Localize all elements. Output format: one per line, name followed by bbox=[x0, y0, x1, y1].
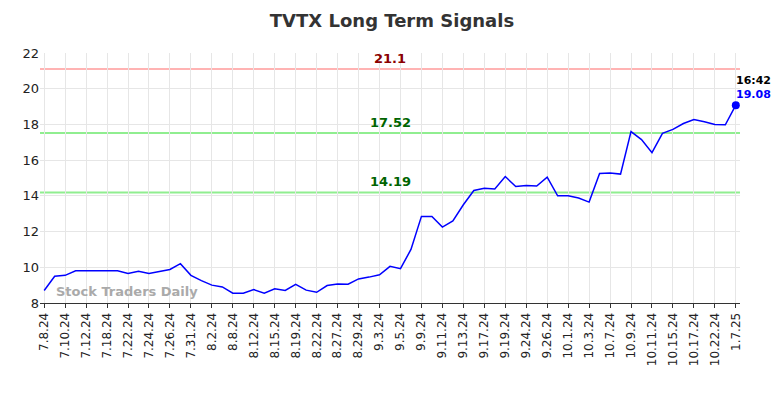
svg-text:9.11.24: 9.11.24 bbox=[435, 313, 449, 359]
svg-text:10.15.24: 10.15.24 bbox=[666, 313, 680, 366]
svg-text:9.3.24: 9.3.24 bbox=[372, 313, 386, 351]
svg-text:8: 8 bbox=[31, 296, 39, 311]
svg-text:10.7.24: 10.7.24 bbox=[603, 313, 617, 359]
svg-text:17.52: 17.52 bbox=[370, 115, 411, 130]
svg-text:10.22.24: 10.22.24 bbox=[708, 313, 722, 366]
svg-text:Stock Traders Daily: Stock Traders Daily bbox=[56, 284, 198, 299]
svg-text:16: 16 bbox=[22, 153, 39, 168]
svg-text:8.19.24: 8.19.24 bbox=[289, 313, 303, 359]
svg-text:9.9.24: 9.9.24 bbox=[414, 313, 428, 351]
svg-text:16:42: 16:42 bbox=[736, 74, 771, 87]
svg-text:18: 18 bbox=[22, 117, 39, 132]
svg-text:22: 22 bbox=[22, 46, 39, 61]
svg-text:14.19: 14.19 bbox=[370, 174, 411, 189]
svg-text:9.13.24: 9.13.24 bbox=[456, 313, 470, 359]
svg-text:10.1.24: 10.1.24 bbox=[561, 313, 575, 359]
svg-text:8.22.24: 8.22.24 bbox=[310, 313, 324, 359]
svg-text:8.15.24: 8.15.24 bbox=[268, 313, 282, 359]
svg-text:9.26.24: 9.26.24 bbox=[540, 313, 554, 359]
svg-text:8.27.24: 8.27.24 bbox=[331, 313, 345, 359]
svg-text:10.3.24: 10.3.24 bbox=[582, 313, 596, 359]
svg-text:9.17.24: 9.17.24 bbox=[477, 313, 491, 359]
svg-text:10: 10 bbox=[22, 260, 39, 275]
svg-text:7.12.24: 7.12.24 bbox=[79, 313, 93, 359]
svg-text:7.24.24: 7.24.24 bbox=[142, 313, 156, 359]
svg-text:14: 14 bbox=[22, 188, 39, 203]
svg-text:10.17.24: 10.17.24 bbox=[687, 313, 701, 366]
svg-text:10.11.24: 10.11.24 bbox=[645, 313, 659, 366]
svg-text:9.24.24: 9.24.24 bbox=[519, 313, 533, 359]
svg-text:7.10.24: 7.10.24 bbox=[58, 313, 72, 359]
svg-text:7.26.24: 7.26.24 bbox=[163, 313, 177, 359]
svg-text:1.7.25: 1.7.25 bbox=[729, 313, 743, 351]
svg-text:7.31.24: 7.31.24 bbox=[184, 313, 198, 359]
svg-text:TVTX Long Term Signals: TVTX Long Term Signals bbox=[270, 10, 514, 31]
svg-text:12: 12 bbox=[22, 224, 39, 239]
svg-text:9.19.24: 9.19.24 bbox=[498, 313, 512, 359]
svg-text:7.8.24: 7.8.24 bbox=[37, 313, 51, 351]
svg-text:8.29.24: 8.29.24 bbox=[351, 313, 365, 359]
svg-text:10.9.24: 10.9.24 bbox=[624, 313, 638, 359]
svg-text:8.8.24: 8.8.24 bbox=[226, 313, 240, 351]
svg-text:7.22.24: 7.22.24 bbox=[121, 313, 135, 359]
svg-text:19.08: 19.08 bbox=[736, 88, 771, 101]
svg-text:9.5.24: 9.5.24 bbox=[393, 313, 407, 351]
svg-text:7.18.24: 7.18.24 bbox=[100, 313, 114, 359]
svg-text:21.1: 21.1 bbox=[374, 51, 406, 66]
svg-text:8.12.24: 8.12.24 bbox=[247, 313, 261, 359]
svg-text:20: 20 bbox=[22, 81, 39, 96]
svg-text:8.2.24: 8.2.24 bbox=[205, 313, 219, 351]
